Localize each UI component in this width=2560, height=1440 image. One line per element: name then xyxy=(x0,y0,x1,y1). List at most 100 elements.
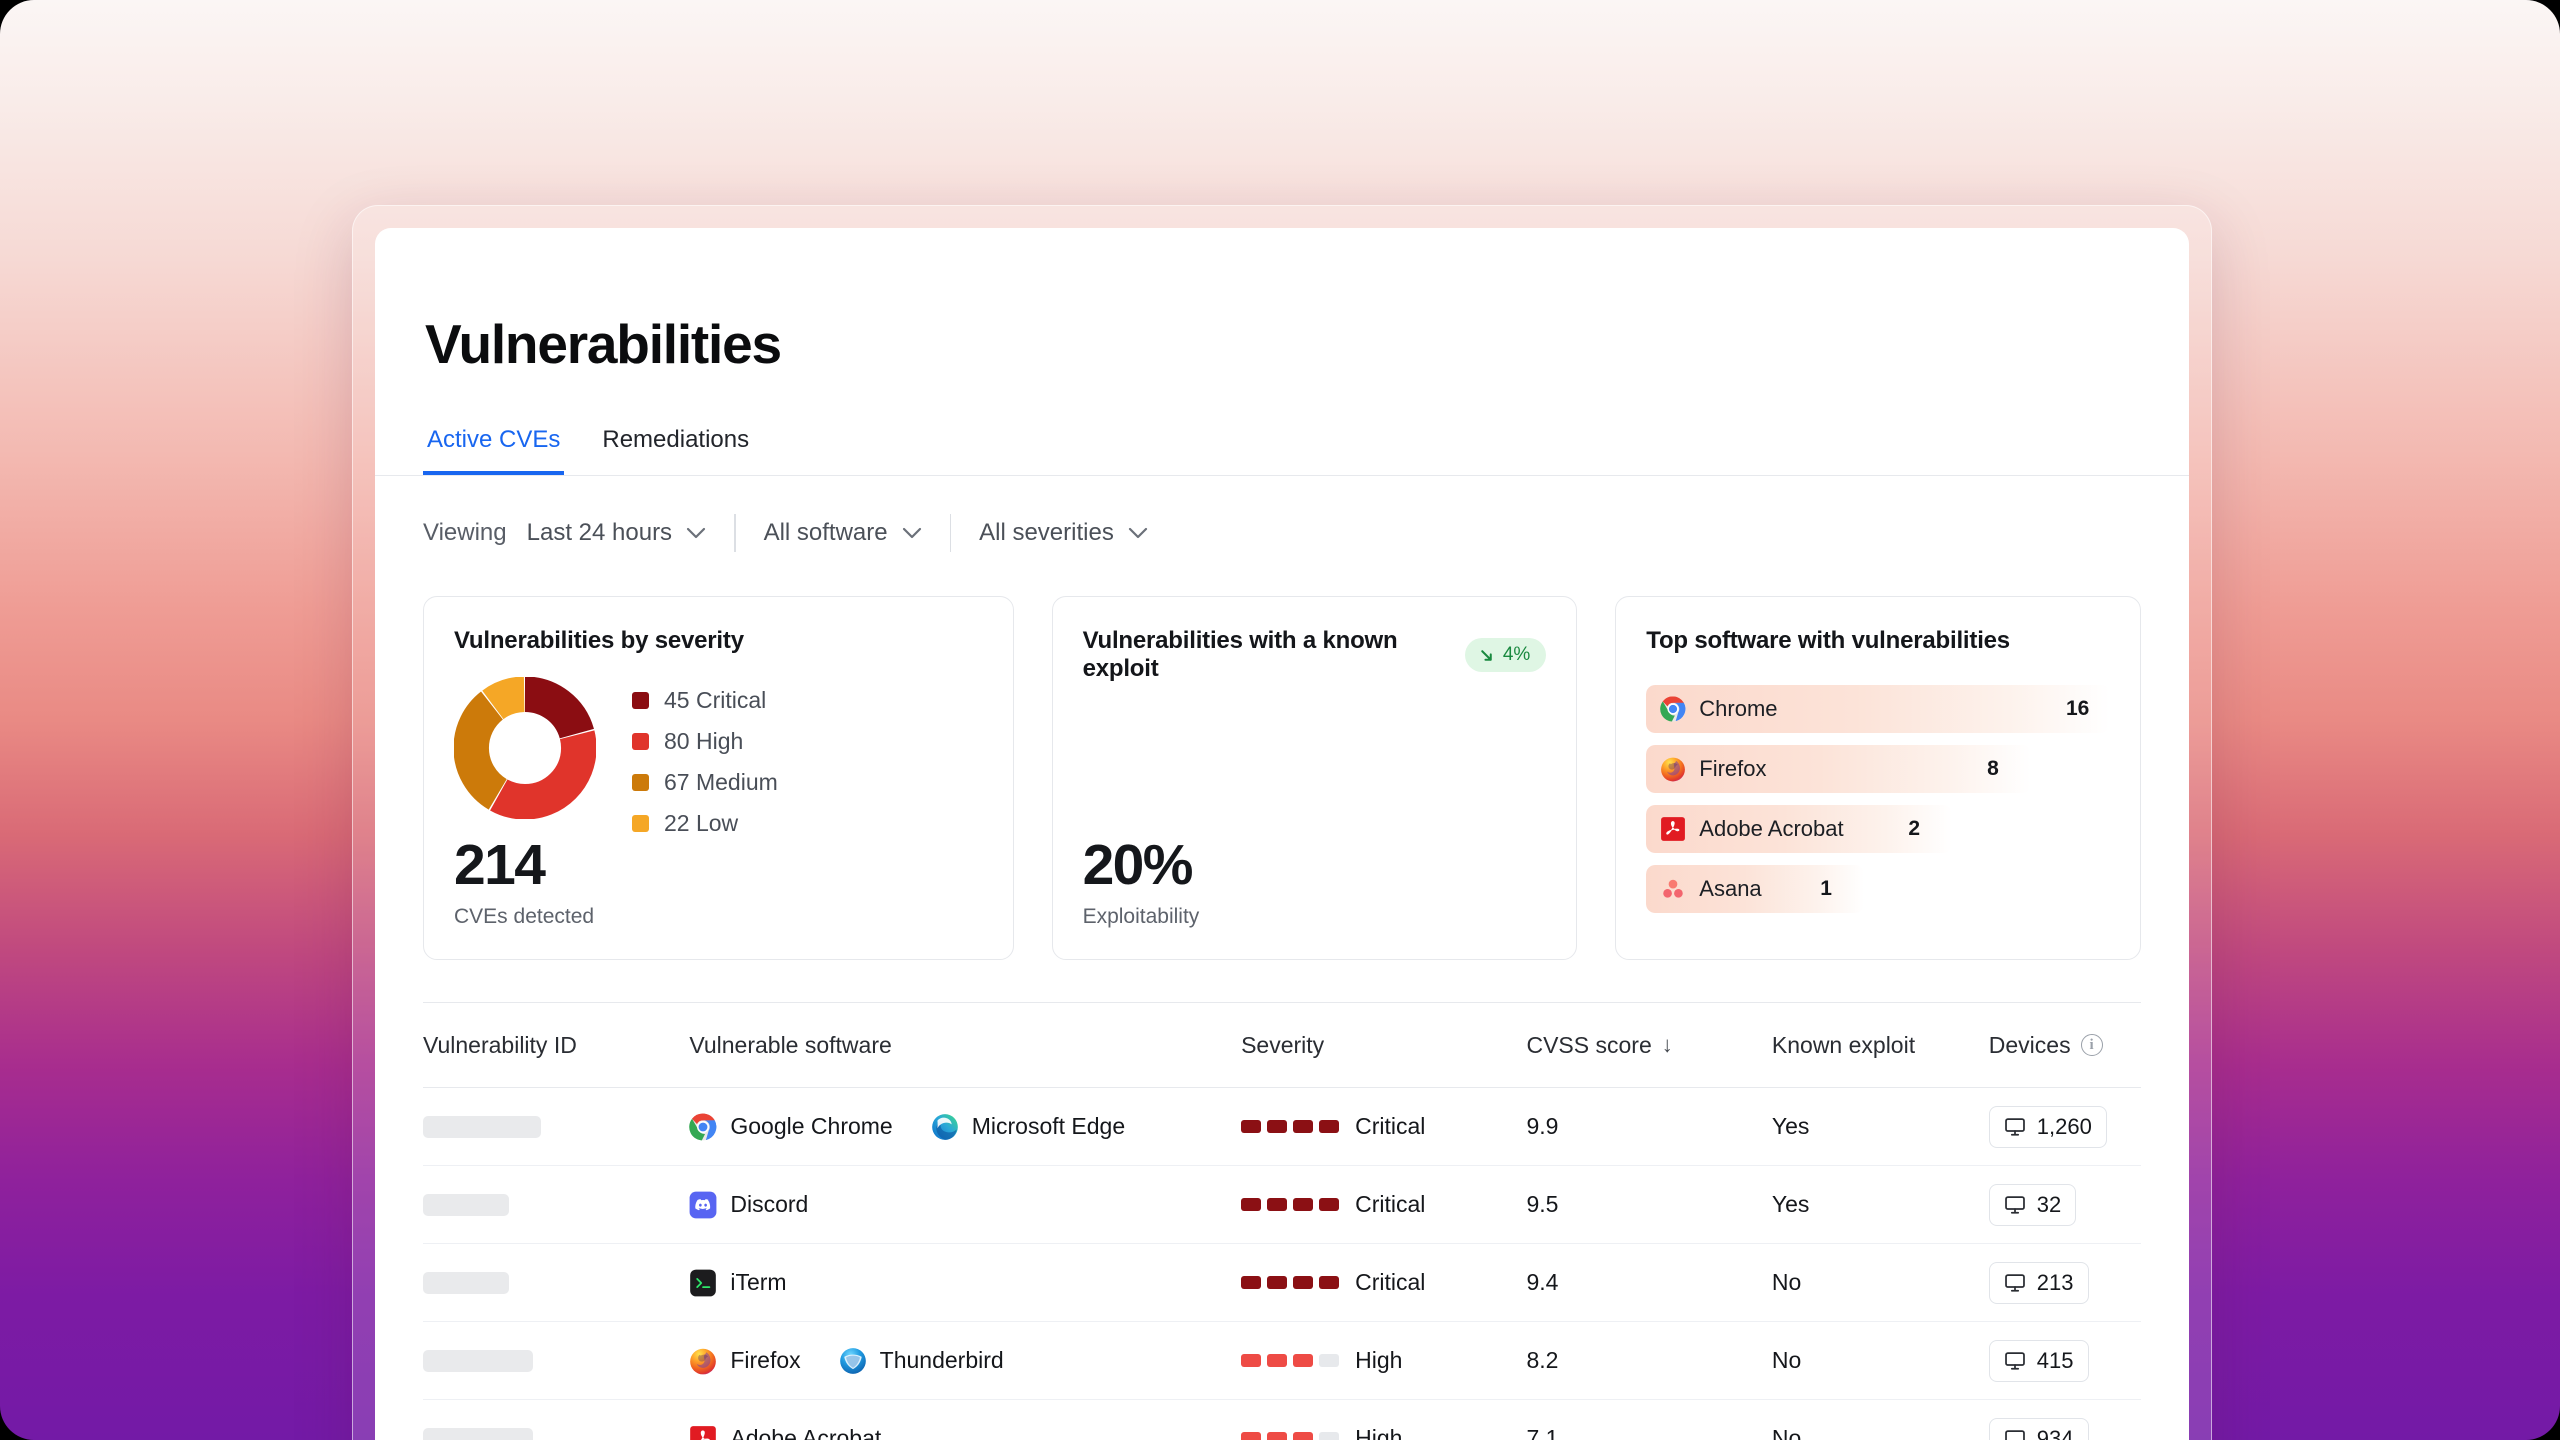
filter-severity[interactable]: All severities xyxy=(979,515,1148,551)
monitor-icon xyxy=(2004,1194,2026,1216)
card-title: Top software with vulnerabilities xyxy=(1646,627,2010,654)
table-row[interactable]: Discord Critical 9.5 Yes 32 xyxy=(423,1166,2141,1244)
cell-devices: 934 xyxy=(1988,1417,2141,1440)
donut-segment-medium xyxy=(454,677,596,819)
column-header-devices[interactable]: Devices i xyxy=(1989,1032,2141,1059)
software-chip: Microsoft Edge xyxy=(931,1113,1125,1141)
software-name: Discord xyxy=(730,1191,809,1217)
top-software-row[interactable]: Asana 1 xyxy=(1646,865,2110,913)
severity-pip xyxy=(1267,1198,1288,1211)
tab-active-cves[interactable]: Active CVEs xyxy=(423,426,565,475)
legend-item: 80 High xyxy=(632,728,778,755)
arrow-down-right-icon xyxy=(1481,649,1492,661)
cell-devices: 1,260 xyxy=(1988,1105,2141,1148)
column-header-known-exploit[interactable]: Known exploit xyxy=(1771,1031,1916,1058)
skeleton-placeholder xyxy=(423,1115,541,1138)
table-row[interactable]: iTerm Critical 9.4 No 213 xyxy=(423,1244,2141,1322)
app-surface: Vulnerabilities Active CVEs Remediations… xyxy=(375,228,2189,1440)
asana-icon xyxy=(1660,876,1686,902)
table-header-row: Vulnerability ID Vulnerable software Sev… xyxy=(423,1002,2141,1088)
software-name: iTerm xyxy=(730,1269,787,1295)
column-header-vulnerability-id[interactable]: Vulnerability ID xyxy=(423,1031,577,1058)
exploitability-value: 20% xyxy=(1082,833,1194,897)
filter-divider xyxy=(734,514,736,552)
table-row[interactable]: Google Chrome Microsoft Edge Critical 9.9 Ye… xyxy=(423,1088,2141,1166)
monitor-icon xyxy=(2004,1350,2026,1372)
chrome-icon xyxy=(689,1113,717,1141)
device-count-value: 213 xyxy=(2036,1269,2074,1295)
column-header-cvss-score[interactable]: CVSS score ↓ xyxy=(1526,1031,1673,1058)
cell-cvss-score: 9.9 xyxy=(1526,1113,1559,1139)
cell-vulnerable-software: Google Chrome Microsoft Edge xyxy=(689,1113,1241,1141)
severity-label: Critical xyxy=(1355,1113,1426,1139)
table-row[interactable]: Adobe Acrobat High 7.1 No 934 xyxy=(423,1400,2141,1440)
severity-pips xyxy=(1241,1198,1340,1211)
device-count-badge[interactable]: 1,260 xyxy=(1988,1105,2107,1148)
top-software-row[interactable]: Adobe Acrobat 2 xyxy=(1646,805,2110,853)
legend-swatch-medium xyxy=(632,774,649,791)
severity-pip xyxy=(1267,1432,1288,1440)
filter-divider xyxy=(949,514,952,552)
cell-vulnerability-id xyxy=(423,1271,689,1294)
device-count-badge[interactable]: 32 xyxy=(1988,1183,2077,1226)
monitor-icon xyxy=(2004,1116,2026,1138)
top-software-row[interactable]: Firefox 8 xyxy=(1646,745,2110,793)
severity-pip xyxy=(1319,1198,1340,1211)
top-software-count: 2 xyxy=(1908,817,1921,840)
filter-software-value: All software xyxy=(763,519,888,546)
software-name: Firefox xyxy=(730,1347,801,1373)
column-header-severity[interactable]: Severity xyxy=(1241,1031,1325,1058)
badge-value: 4% xyxy=(1502,644,1531,665)
software-name: Microsoft Edge xyxy=(971,1113,1126,1139)
cell-severity: Critical xyxy=(1241,1191,1526,1218)
cell-cvss-score: 7.1 xyxy=(1526,1425,1559,1440)
card-known-exploit: Vulnerabilities with a known exploit 4% … xyxy=(1051,596,1578,960)
firefox-icon xyxy=(1660,756,1686,782)
software-chip: Adobe Acrobat xyxy=(689,1425,881,1440)
severity-pip xyxy=(1293,1354,1314,1367)
column-header-vulnerable-software[interactable]: Vulnerable software xyxy=(689,1031,892,1058)
exploitability-label: Exploitability xyxy=(1082,905,1200,928)
cell-vulnerability-id xyxy=(423,1427,689,1440)
sort-descending-icon: ↓ xyxy=(1661,1032,1673,1057)
severity-legend: 45 Critical 80 High 67 Medium xyxy=(632,677,778,851)
edge-icon xyxy=(931,1113,959,1141)
top-software-name: Chrome xyxy=(1699,696,1778,721)
legend-swatch-critical xyxy=(632,692,649,709)
cell-known-exploit: Yes xyxy=(1771,1191,1810,1217)
legend-swatch-high xyxy=(632,733,649,750)
device-count-value: 32 xyxy=(2036,1191,2062,1217)
info-icon[interactable]: i xyxy=(2080,1034,2103,1056)
tab-bar: Active CVEs Remediations xyxy=(375,376,2189,476)
device-count-badge[interactable]: 213 xyxy=(1988,1261,2089,1304)
legend-swatch-low xyxy=(632,815,649,832)
top-software-bar xyxy=(1646,805,1953,853)
top-software-name: Firefox xyxy=(1699,756,1767,781)
cve-total-value: 214 xyxy=(454,833,546,897)
cell-known-exploit: No xyxy=(1771,1425,1802,1440)
filter-timerange[interactable]: Last 24 hours xyxy=(527,515,706,551)
donut-segment-critical xyxy=(454,677,596,819)
adobe-acrobat-icon xyxy=(689,1425,717,1440)
legend-label: 45 Critical xyxy=(664,687,767,713)
device-count-badge[interactable]: 934 xyxy=(1988,1417,2089,1440)
cell-vulnerable-software: Firefox Thunderbird xyxy=(689,1347,1241,1375)
skeleton-placeholder xyxy=(423,1193,509,1216)
severity-pip xyxy=(1293,1198,1314,1211)
cell-devices: 415 xyxy=(1988,1339,2141,1382)
chrome-icon xyxy=(1660,696,1686,722)
monitor-icon xyxy=(2004,1272,2026,1294)
card-title: Vulnerabilities with a known exploit xyxy=(1082,627,1398,682)
tab-remediations[interactable]: Remediations xyxy=(602,426,750,453)
table-row[interactable]: Firefox Thunderbird High 8.2 No 415 xyxy=(423,1322,2141,1400)
cell-known-exploit: No xyxy=(1771,1347,1802,1373)
cve-total-stat: 214 CVEs detected xyxy=(454,837,594,929)
legend-label: 80 High xyxy=(664,728,744,754)
chevron-down-icon xyxy=(902,527,921,539)
filter-severity-value: All severities xyxy=(979,519,1114,546)
filter-software[interactable]: All software xyxy=(764,515,922,551)
top-software-row[interactable]: Chrome 16 xyxy=(1646,685,2110,733)
device-count-badge[interactable]: 415 xyxy=(1988,1339,2089,1382)
donut-segment-high xyxy=(454,677,596,819)
cell-vulnerability-id xyxy=(423,1349,689,1372)
